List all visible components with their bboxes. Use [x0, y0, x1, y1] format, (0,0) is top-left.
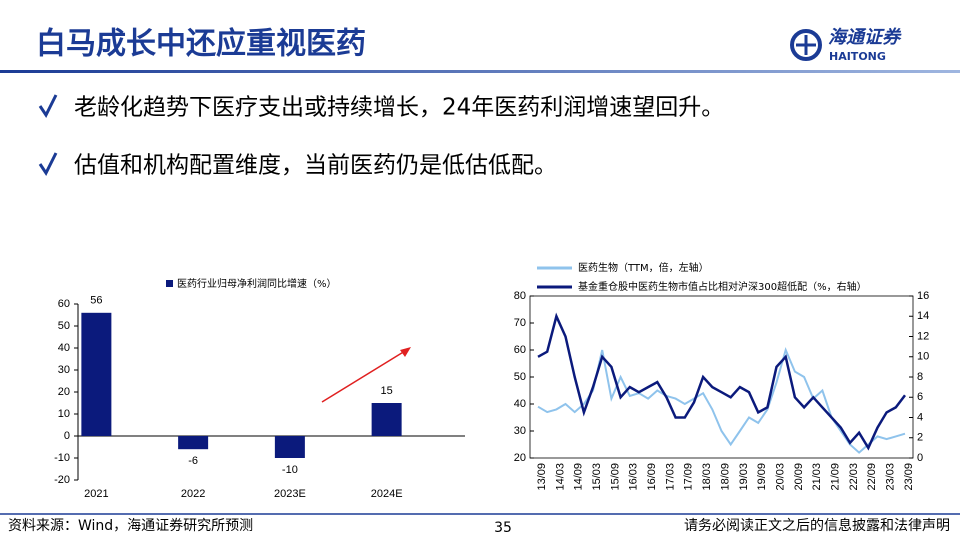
x-tick-label: 16/03	[628, 463, 640, 491]
y2-tick-label: 0	[917, 452, 923, 464]
logo-mark-cross	[796, 35, 816, 55]
bar	[81, 312, 112, 436]
logo-en: HAITONG	[829, 50, 886, 63]
plot-frame	[529, 295, 914, 459]
legend-swatch	[166, 280, 173, 287]
x-tick-label: 15/09	[609, 463, 621, 491]
y2-tick-label: 8	[917, 371, 923, 383]
bullet-text: 估值和机构配置维度，当前医药仍是低估低配。	[74, 153, 557, 179]
y2-tick-label: 2	[917, 432, 923, 444]
logo-cn: 海通证券	[828, 27, 902, 48]
bullet-text: 老龄化趋势下医疗支出或持续增长，24年医药利润增速望回升。	[74, 95, 724, 121]
footer-source: 资料来源：Wind，海通证券研究所预测	[8, 518, 253, 534]
bar	[178, 436, 209, 450]
x-tick-label: 14/09	[573, 463, 585, 491]
line-series	[537, 347, 906, 454]
x-tick-label: 2022	[181, 488, 205, 500]
data-label: 56	[90, 295, 102, 307]
x-tick-label: 22/09	[866, 463, 878, 491]
x-tick-label: 17/03	[664, 463, 676, 491]
line-series	[537, 312, 906, 451]
y-tick-label: 50	[58, 320, 70, 332]
x-tick-label: 19/09	[756, 463, 768, 491]
logo-mark	[790, 29, 822, 61]
x-tick-label: 21/03	[811, 463, 823, 491]
x-tick-label: 19/03	[738, 463, 750, 491]
legend-label: 基金重仓股中医药生物市值占比相对沪深300超低配（%，右轴）	[578, 280, 867, 293]
y-tick-label: 60	[514, 344, 526, 356]
y-tick-label: 10	[58, 408, 70, 420]
x-tick-label: 15/03	[591, 463, 603, 491]
y2-tick-label: 14	[917, 310, 929, 322]
y-tick-label: 40	[58, 342, 70, 354]
x-tick-label: 13/09	[536, 463, 548, 491]
y2-tick-label: 4	[917, 411, 923, 423]
x-tick-label: 17/09	[683, 463, 695, 491]
x-tick-label: 22/03	[848, 463, 860, 491]
y-tick-label: 30	[514, 425, 526, 437]
legend-label: 医药行业归母净利润同比增速（%）	[177, 277, 337, 290]
bar	[274, 436, 305, 458]
y-tick-label: 20	[58, 386, 70, 398]
y-tick-label: 0	[64, 430, 70, 442]
y2-tick-label: 16	[917, 290, 929, 302]
x-tick-label: 2024E	[371, 488, 403, 500]
trend-arrow-head	[400, 347, 411, 357]
slide-title: 白马成长中还应重视医药	[36, 27, 366, 62]
x-tick-label: 16/09	[646, 463, 658, 491]
y-tick-label: 50	[514, 371, 526, 383]
x-tick-label: 23/09	[903, 463, 915, 491]
x-tick-label: 14/03	[554, 463, 566, 491]
y-tick-label: 30	[58, 364, 70, 376]
footer-disclaimer: 请务必阅读正文之后的信息披露和法律声明	[684, 517, 950, 534]
bar	[371, 403, 402, 436]
data-label: -10	[282, 464, 298, 476]
y2-tick-label: 10	[917, 351, 929, 363]
x-tick-label: 18/03	[701, 463, 713, 491]
data-label: -6	[188, 455, 198, 467]
x-tick-label: 18/09	[719, 463, 731, 491]
y-tick-label: 80	[514, 290, 526, 302]
y2-tick-label: 12	[917, 330, 929, 342]
x-tick-label: 20/03	[774, 463, 786, 491]
y-tick-label: 40	[514, 398, 526, 410]
x-tick-label: 2021	[84, 488, 108, 500]
check-icon	[38, 152, 58, 176]
x-tick-label: 21/09	[830, 463, 842, 491]
y-tick-label: 60	[58, 298, 70, 310]
data-label: 15	[381, 385, 393, 397]
x-tick-label: 2023E	[274, 488, 306, 500]
x-tick-label: 23/03	[885, 463, 897, 491]
y-tick-label: -20	[54, 474, 70, 486]
x-tick-label: 20/09	[793, 463, 805, 491]
trend-arrow	[321, 350, 406, 403]
y2-tick-label: 6	[917, 391, 923, 403]
check-icon	[38, 94, 58, 118]
y-tick-label: 70	[514, 317, 526, 329]
y-tick-label: -10	[54, 452, 70, 464]
page-number: 35	[494, 520, 512, 536]
legend-label: 医药生物（TTM，倍，左轴）	[578, 261, 709, 274]
header-rule	[0, 70, 960, 73]
y-tick-label: 20	[514, 452, 526, 464]
